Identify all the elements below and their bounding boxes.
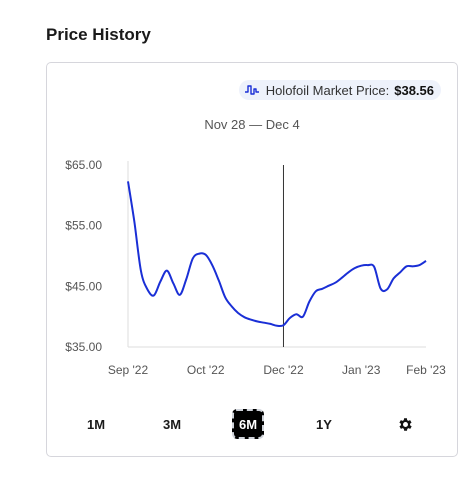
x-tick-label: Sep '22 — [108, 363, 149, 377]
range-selector: 1M 3M 6M 1Y — [47, 409, 457, 439]
market-price-badge: Holofoil Market Price: $38.56 — [238, 80, 441, 100]
range-button-1y[interactable]: 1Y — [316, 416, 332, 432]
x-tick-label: Oct '22 — [187, 363, 225, 377]
y-tick-label: $55.00 — [65, 219, 102, 233]
y-tick-label: $45.00 — [65, 279, 102, 293]
market-price-value: $38.56 — [394, 82, 434, 98]
range-button-6m[interactable]: 6M — [232, 409, 264, 439]
market-price-label: Holofoil Market Price: — [265, 82, 390, 98]
series-line — [127, 181, 427, 328]
x-tick-label: Jan '23 — [342, 363, 381, 377]
x-tick-label: Dec '22 — [263, 363, 304, 377]
price-line-chart[interactable]: $65.00 $55.00 $45.00 $35.00 Sep '22 Oct '22 De… — [47, 63, 457, 403]
page-title: Price History — [46, 25, 151, 44]
gear-icon[interactable] — [395, 414, 415, 434]
y-tick-label: $35.00 — [65, 340, 102, 354]
price-chart-icon — [244, 85, 259, 95]
x-tick-label: Feb '23 — [406, 363, 446, 377]
y-tick-label: $65.00 — [65, 158, 102, 172]
range-button-1m[interactable]: 1M — [86, 416, 106, 432]
range-button-3m[interactable]: 3M — [162, 416, 182, 432]
selected-date-range: Nov 28 — Dec 4 — [204, 117, 300, 132]
price-history-card: Holofoil Market Price: $38.56 Nov 28 — D… — [46, 62, 458, 457]
